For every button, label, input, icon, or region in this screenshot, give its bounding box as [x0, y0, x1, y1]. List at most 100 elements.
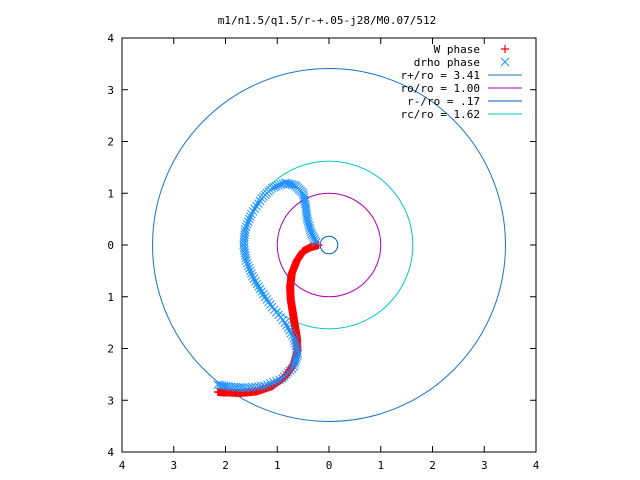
- circle-layer: [152, 68, 506, 422]
- point-marker: [250, 204, 260, 214]
- legend-label: ro/ro = 1.00: [401, 82, 480, 95]
- point-marker: [283, 323, 293, 333]
- point-marker: [255, 196, 265, 206]
- point-marker: [289, 333, 299, 343]
- point-marker: [255, 284, 265, 294]
- point-marker: [213, 380, 223, 390]
- x-tick-label: 3: [170, 459, 177, 472]
- point-marker: [242, 258, 252, 268]
- point-marker: [260, 292, 270, 302]
- point-marker: [243, 217, 253, 227]
- y-tick-label: 4: [107, 32, 114, 45]
- point-marker: [245, 212, 255, 221]
- point-marker: [282, 320, 291, 330]
- legend-item: drho phase: [414, 56, 510, 69]
- legend-item: r+/ro = 3.41: [401, 69, 522, 82]
- point-marker: [241, 256, 251, 265]
- legend-label: W phase: [434, 43, 480, 56]
- point-marker: [269, 377, 278, 387]
- legend-label: rc/ro = 1.62: [401, 108, 480, 121]
- point-marker: [242, 219, 252, 229]
- point-marker: [257, 194, 267, 203]
- x-axis: 4 3 2 1 0 1 2 3 4: [119, 38, 540, 472]
- legend-item: ro/ro = 1.00: [401, 82, 522, 95]
- circle-ro: [276, 192, 382, 298]
- point-marker: [252, 279, 262, 289]
- point-marker: [241, 253, 251, 263]
- y-tick-label: 1: [107, 291, 114, 304]
- point-marker: [259, 289, 268, 299]
- point-marker: [262, 294, 272, 304]
- point-marker: [247, 209, 256, 219]
- point-marker: [286, 328, 296, 338]
- point-marker: [272, 376, 281, 386]
- point-marker: [264, 297, 273, 307]
- point-marker: [265, 300, 275, 309]
- x-tick-label: 1: [377, 459, 384, 472]
- series-drho-phase: [213, 178, 321, 393]
- point-marker: [249, 274, 259, 283]
- point-marker: [291, 341, 301, 351]
- point-marker: [262, 380, 272, 389]
- point-marker: [254, 282, 263, 291]
- point-marker: [292, 344, 301, 353]
- x-tick-label: 1: [274, 459, 281, 472]
- point-marker: [269, 182, 279, 192]
- point-marker: [244, 263, 254, 273]
- y-tick-label: 3: [107, 84, 114, 97]
- point-marker: [247, 269, 256, 278]
- point-marker: [275, 375, 284, 385]
- point-marker: [252, 201, 261, 211]
- point-marker: [213, 387, 222, 396]
- point-marker: [290, 336, 299, 346]
- point-marker: [289, 180, 298, 190]
- legend-item: W phase: [434, 43, 509, 56]
- point-marker: [245, 266, 255, 276]
- point-marker: [287, 180, 297, 189]
- point-marker: [290, 360, 299, 369]
- point-marker: [290, 338, 300, 348]
- point-marker: [248, 271, 257, 281]
- x-tick-label: 3: [481, 459, 488, 472]
- x-tick-label: 4: [533, 459, 540, 472]
- point-marker: [248, 207, 258, 216]
- y-tick-label: 3: [107, 394, 114, 407]
- legend-label: r-/ro = .17: [407, 95, 480, 108]
- point-marker: [265, 378, 275, 388]
- point-marker: [253, 199, 263, 208]
- series-W-phase: [213, 241, 323, 398]
- point-marker: [287, 331, 297, 340]
- series-layer: [213, 178, 323, 398]
- point-marker: [285, 179, 295, 189]
- circle-r-: [319, 235, 339, 255]
- point-marker: [257, 287, 267, 296]
- point-marker: [244, 214, 254, 224]
- y-tick-label: 2: [107, 343, 114, 356]
- x-tick-label: 4: [119, 459, 126, 472]
- point-marker: [280, 318, 290, 327]
- y-tick-label: 1: [107, 187, 114, 200]
- point-marker: [241, 222, 251, 232]
- y-tick-label: 4: [107, 446, 114, 459]
- legend-label: r+/ro = 3.41: [401, 69, 480, 82]
- legend-label: drho phase: [414, 56, 480, 69]
- point-marker: [215, 380, 225, 390]
- point-marker: [251, 276, 260, 286]
- x-tick-label: 2: [222, 459, 229, 472]
- point-marker: [291, 181, 300, 190]
- legend-marker: [500, 57, 510, 67]
- y-tick-label: 2: [107, 136, 114, 149]
- y-axis: 4 3 2 1 0 1 2 3 4: [107, 32, 536, 459]
- point-marker: [243, 261, 253, 271]
- legend-item: rc/ro = 1.62: [401, 108, 522, 121]
- circle-rc: [244, 160, 414, 330]
- chart-title: m1/n1.5/q1.5/r-+.05-j28/M0.07/512: [218, 14, 437, 27]
- point-marker: [278, 374, 287, 383]
- y-tick-label: 0: [107, 239, 114, 252]
- point-marker: [285, 326, 294, 335]
- x-tick-label: 2: [429, 459, 436, 472]
- legend-item: r-/ro = .17: [407, 95, 522, 108]
- circle-r+: [152, 68, 506, 422]
